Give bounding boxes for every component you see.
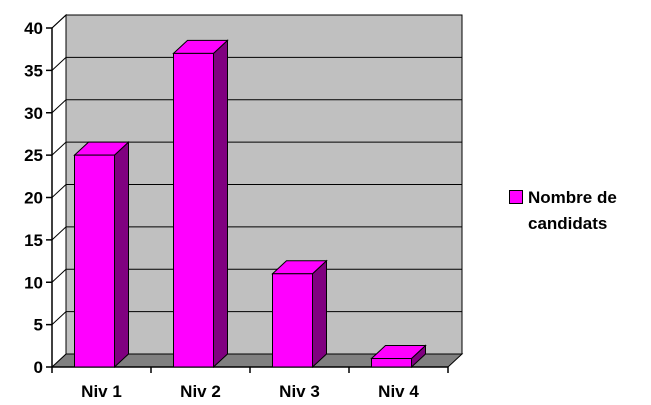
gridline-side [51,268,67,283]
y-tick-label: 35 [24,61,43,80]
x-axis-labels: Niv 1 Niv 2 Niv 3 Niv 4 [51,367,449,401]
bar [172,39,229,369]
y-tick-label: 25 [24,146,43,165]
bar-side [312,259,327,369]
gridline-side [51,184,67,198]
gridline-side [51,57,67,71]
gridlines [51,14,462,325]
y-tick-label: 20 [24,189,43,208]
legend-swatch [509,190,523,204]
gridline-side [51,311,67,325]
gridline-side [51,141,67,156]
y-tick-label: 40 [24,19,43,38]
y-tick-label: 10 [24,273,43,292]
x-tick-label: Niv 1 [81,382,122,401]
y-axis-ticks: 0 5 10 15 20 25 30 35 40 [24,19,52,377]
gridline-side [51,226,67,241]
y-tick-label: 30 [24,104,43,123]
legend: Nombre de candidats [497,185,651,255]
gridline-side [51,14,67,29]
bars [73,39,427,369]
x-tick-label: Niv 4 [378,382,419,401]
y-tick-label: 5 [34,316,43,335]
bar-side [213,39,228,369]
bar [73,140,130,369]
y-tick-label: 0 [34,358,43,377]
bar-side [114,140,129,369]
legend-label: Nombre de candidats [528,188,617,233]
bar-front [74,154,115,368]
x-tick-label: Niv 2 [180,382,221,401]
bar-front [371,358,412,368]
bar-front [173,52,214,368]
x-tick-label: Niv 3 [279,382,320,401]
gridline-side [51,99,67,114]
bar-front [272,273,313,368]
y-tick-label: 15 [24,231,43,250]
bar [271,259,328,369]
bar [370,344,427,369]
